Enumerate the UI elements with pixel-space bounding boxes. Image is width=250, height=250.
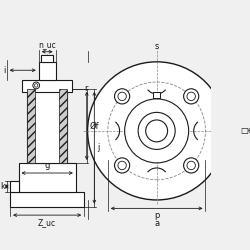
Text: s: s xyxy=(154,42,159,51)
Circle shape xyxy=(118,92,126,100)
Bar xyxy=(18,163,76,192)
Text: g: g xyxy=(44,162,50,170)
Text: k: k xyxy=(0,182,5,191)
Circle shape xyxy=(187,92,196,100)
Bar xyxy=(22,80,72,92)
Text: a: a xyxy=(154,219,159,228)
Circle shape xyxy=(187,161,196,170)
Bar xyxy=(10,182,18,192)
Circle shape xyxy=(114,89,130,104)
Text: Z_uc: Z_uc xyxy=(38,218,56,227)
Circle shape xyxy=(114,158,130,173)
Circle shape xyxy=(34,84,38,87)
Text: □e: □e xyxy=(240,126,250,136)
Text: n_uc: n_uc xyxy=(38,40,56,49)
Circle shape xyxy=(88,62,226,200)
Bar xyxy=(153,92,160,98)
Text: j: j xyxy=(97,143,99,152)
Bar xyxy=(39,62,56,80)
Circle shape xyxy=(146,120,168,142)
Circle shape xyxy=(184,89,199,104)
Text: p: p xyxy=(154,211,159,220)
Bar xyxy=(27,89,68,163)
Bar xyxy=(41,55,53,62)
Circle shape xyxy=(33,82,40,89)
Circle shape xyxy=(125,99,189,163)
Circle shape xyxy=(138,112,175,150)
Text: i: i xyxy=(4,66,6,75)
Circle shape xyxy=(184,158,199,173)
Text: Øf: Øf xyxy=(89,121,99,130)
Circle shape xyxy=(118,161,126,170)
Bar xyxy=(27,89,35,163)
Bar xyxy=(10,192,84,207)
Text: r: r xyxy=(84,84,88,93)
Bar xyxy=(59,89,68,163)
